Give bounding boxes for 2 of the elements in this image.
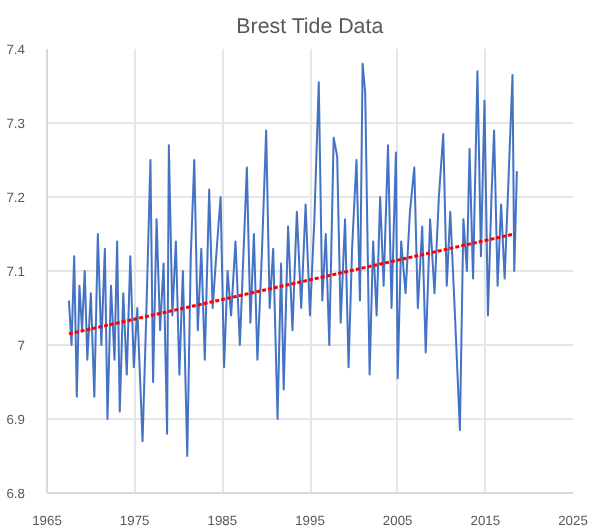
line-series [67, 62, 518, 457]
chart-title: Brest Tide Data [236, 15, 384, 39]
